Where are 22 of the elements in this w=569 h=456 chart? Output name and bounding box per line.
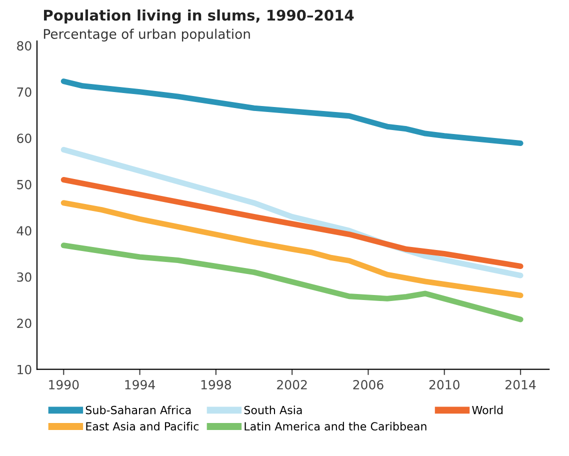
y-tick-label: 60 xyxy=(17,134,32,144)
y-tick-label: 50 xyxy=(17,180,32,190)
chart-title: Population living in slums, 1990–2014 xyxy=(44,9,354,24)
y-tick-label: 30 xyxy=(17,272,32,282)
chart-subtitle: Percentage of urban population xyxy=(44,28,250,42)
x-tick-label: 2014 xyxy=(506,380,536,390)
y-tick-label: 70 xyxy=(17,87,32,97)
x-tick-label: 1990 xyxy=(49,380,79,390)
legend-label: Sub-Saharan Africa xyxy=(86,406,191,414)
y-tick-label: 10 xyxy=(18,364,32,374)
y-tick-label: 80 xyxy=(17,41,32,51)
x-tick-label: 1998 xyxy=(201,380,231,390)
x-tick-label: 1994 xyxy=(125,380,155,390)
x-tick-label: 2006 xyxy=(353,380,384,390)
x-tick-label: 2002 xyxy=(277,380,307,390)
y-tick-label: 20 xyxy=(17,318,32,328)
y-tick-label: 40 xyxy=(16,226,32,236)
legend-label: East Asia and Pacific xyxy=(86,422,199,431)
legend-label: Latin America and the Caribbean xyxy=(244,422,426,431)
x-tick-label: 2010 xyxy=(429,380,460,390)
legend-label: South Asia xyxy=(244,406,302,414)
legend-label: World xyxy=(472,406,503,414)
